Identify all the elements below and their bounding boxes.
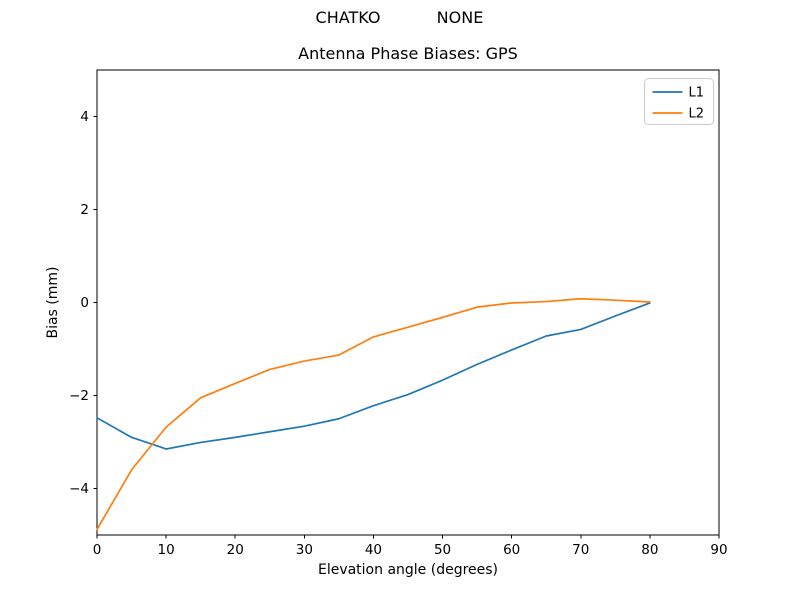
x-tick-label: 0 bbox=[93, 542, 102, 558]
legend-label-l2: L2 bbox=[689, 107, 705, 122]
x-tick-label: 70 bbox=[572, 542, 589, 558]
x-tick-label: 90 bbox=[710, 542, 727, 558]
series-line-l1 bbox=[96, 302, 651, 450]
y-tick-label: −2 bbox=[69, 388, 89, 404]
x-axis-label: Elevation angle (degrees) bbox=[318, 562, 498, 578]
series-line-l2 bbox=[96, 297, 651, 531]
x-tick-label: 50 bbox=[434, 542, 451, 558]
chart-title: Antenna Phase Biases: GPS bbox=[298, 44, 518, 63]
x-tick-label: 30 bbox=[296, 542, 313, 558]
y-tick-label: −4 bbox=[69, 481, 89, 497]
x-tick-label: 20 bbox=[227, 542, 244, 558]
x-tick-label: 10 bbox=[158, 542, 175, 558]
plot-area: 0 10 20 30 40 50 60 70 80 90 −4 −2 0 2 4 bbox=[69, 69, 728, 558]
x-tick-label: 60 bbox=[503, 542, 520, 558]
x-tick-label: 40 bbox=[365, 542, 382, 558]
suptitle-station: CHATKO bbox=[316, 8, 381, 27]
y-tick-label: 0 bbox=[80, 295, 89, 311]
y-tick-label: 2 bbox=[80, 202, 89, 218]
y-axis-label: Bias (mm) bbox=[45, 266, 61, 338]
x-tick-label: 80 bbox=[641, 542, 658, 558]
legend-label-l1: L1 bbox=[689, 86, 705, 101]
y-tick-label: 4 bbox=[80, 109, 89, 125]
plot-border bbox=[96, 69, 720, 536]
suptitle-solution: NONE bbox=[437, 8, 484, 27]
